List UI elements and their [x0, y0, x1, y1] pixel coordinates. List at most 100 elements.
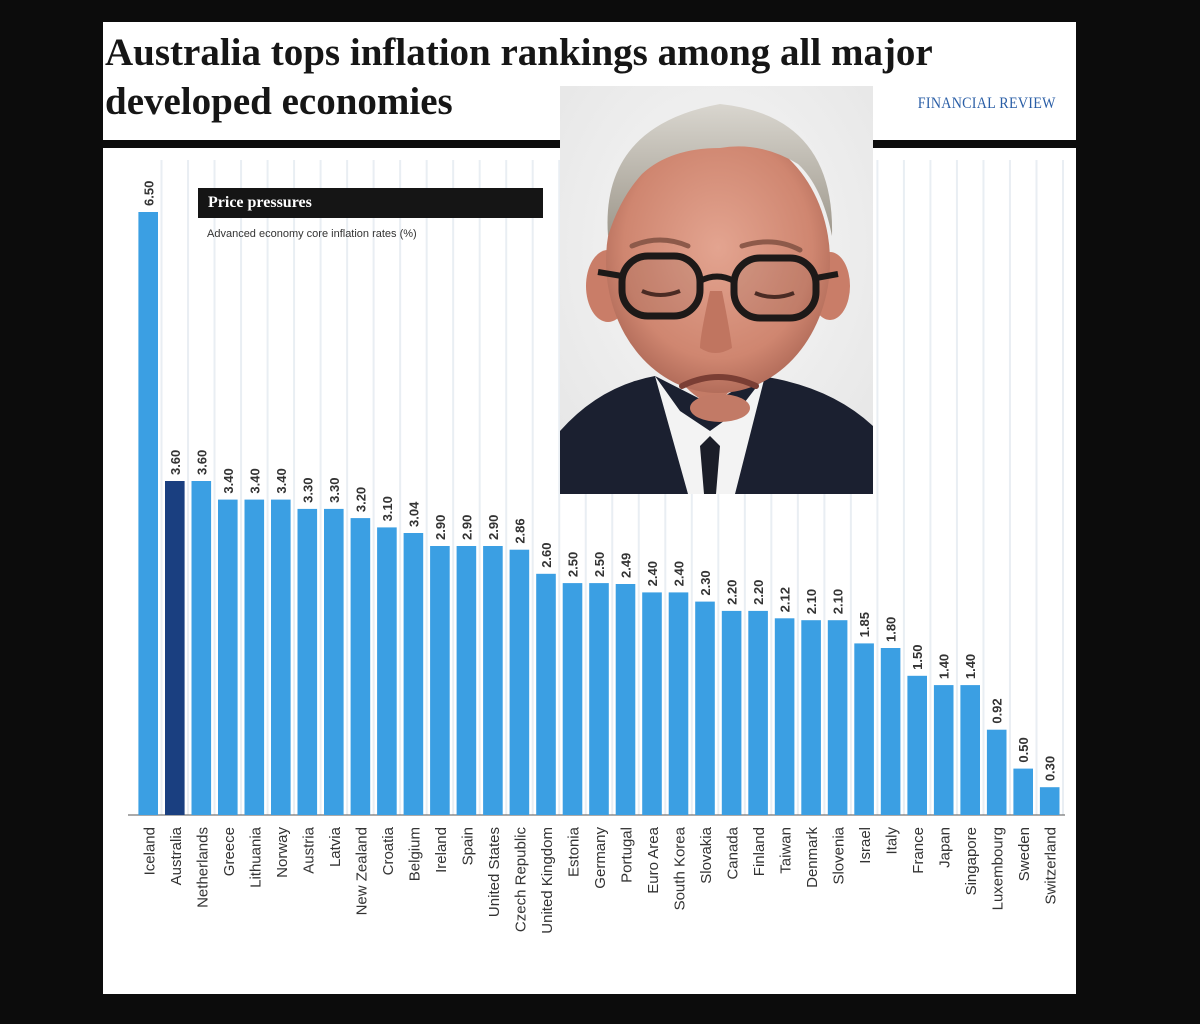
- bar-estonia: [562, 583, 583, 815]
- value-label: 2.12: [778, 587, 793, 612]
- bar-israel: [854, 643, 874, 815]
- bar-euro-area: [642, 592, 662, 815]
- category-label: Australia: [168, 826, 185, 885]
- category-label: Belgium: [406, 827, 423, 881]
- category-label: Finland: [751, 827, 768, 876]
- category-label: Italy: [884, 827, 901, 855]
- bar-united-kingdom: [536, 573, 556, 815]
- bar-portugal: [615, 584, 636, 815]
- bar-france: [907, 675, 927, 815]
- value-label: 3.20: [353, 487, 368, 512]
- bar-belgium: [403, 533, 424, 815]
- photo-of-man: [560, 86, 873, 494]
- category-label: Denmark: [804, 827, 821, 888]
- value-label: 3.30: [327, 478, 342, 503]
- bar-australia: [165, 481, 185, 815]
- bar-austria: [297, 508, 318, 815]
- category-labels: Iceland Australia Netherlands Greece Lithuan…: [141, 826, 1059, 933]
- bar-norway: [271, 499, 291, 815]
- category-label: South Korea: [672, 826, 689, 910]
- value-label: 3.60: [168, 450, 183, 475]
- value-labels: 6.50 3.60 3.60 3.40 3.40 3.40 3.30 3.30 3.20 3.10…: [141, 181, 1057, 781]
- value-label: 1.85: [857, 612, 872, 637]
- category-label: France: [910, 827, 927, 874]
- category-label: Norway: [274, 827, 291, 878]
- category-label: Latvia: [327, 826, 344, 867]
- category-label: Ireland: [433, 827, 450, 873]
- headline: Australia tops inflation rankings among …: [105, 31, 933, 123]
- bar-sweden: [1013, 768, 1033, 815]
- value-label: 1.50: [910, 645, 925, 670]
- category-label: Netherlands: [194, 827, 211, 908]
- bar-germany: [589, 583, 609, 815]
- bar-spain: [456, 546, 477, 815]
- value-label: 3.40: [247, 468, 262, 493]
- bars: [138, 212, 1060, 815]
- category-label: Estonia: [565, 826, 582, 877]
- category-label: Greece: [221, 827, 238, 876]
- chart-subtitle: Advanced economy core inflation rates (%…: [207, 228, 417, 240]
- value-label: 3.10: [380, 496, 395, 521]
- value-label: 2.50: [565, 552, 580, 577]
- bar-singapore: [960, 685, 980, 815]
- value-label: 2.90: [459, 515, 474, 540]
- category-label: Sweden: [1016, 827, 1033, 881]
- category-label: Austria: [300, 826, 317, 873]
- bar-slovenia: [827, 620, 848, 815]
- category-label: Japan: [937, 827, 954, 868]
- bar-switzerland: [1039, 787, 1060, 815]
- value-label: 2.10: [804, 589, 819, 614]
- category-label: Taiwan: [778, 827, 795, 874]
- bar-greece: [218, 499, 238, 815]
- category-label: Euro Area: [645, 826, 662, 893]
- value-label: 0.92: [990, 698, 1005, 723]
- value-label: 2.10: [831, 589, 846, 614]
- bar-ireland: [430, 546, 450, 815]
- bar-lithuania: [244, 499, 265, 815]
- category-label: Iceland: [141, 827, 158, 875]
- value-label: 0.50: [1016, 737, 1031, 762]
- value-label: 2.90: [486, 515, 501, 540]
- bar-latvia: [324, 508, 344, 815]
- category-label: Spain: [459, 827, 476, 865]
- chart-title-box: Price pressures: [198, 188, 543, 218]
- value-label: 1.40: [963, 654, 978, 679]
- bar-new-zealand: [350, 518, 371, 815]
- category-label: Germany: [592, 827, 609, 889]
- value-label: 2.86: [512, 518, 527, 543]
- bar-united-states: [483, 546, 503, 815]
- value-label: 3.30: [300, 478, 315, 503]
- bar-iceland: [138, 212, 158, 815]
- bar-slovakia: [695, 601, 715, 815]
- value-label: 1.40: [937, 654, 952, 679]
- category-label: Portugal: [619, 827, 636, 883]
- bar-luxembourg: [986, 729, 1007, 815]
- bar-czech-republic: [509, 549, 530, 815]
- publisher-logo: FINANCIAL REVIEW: [918, 95, 1056, 112]
- bar-netherlands: [191, 481, 212, 815]
- value-label: 2.20: [751, 580, 766, 605]
- category-label: Slovakia: [698, 826, 715, 883]
- category-label: Czech Republic: [512, 827, 529, 933]
- category-label: Luxembourg: [990, 827, 1007, 910]
- bar-taiwan: [774, 618, 795, 815]
- value-label: 3.04: [406, 501, 421, 527]
- value-label: 3.40: [221, 468, 236, 493]
- bar-denmark: [801, 620, 821, 815]
- value-label: 3.60: [194, 450, 209, 475]
- bar-italy: [880, 648, 901, 815]
- category-label: Lithuania: [247, 826, 264, 888]
- bar-finland: [748, 610, 768, 815]
- value-label: 3.40: [274, 468, 289, 493]
- value-label: 6.50: [141, 181, 156, 206]
- category-label: United States: [486, 827, 503, 917]
- bar-canada: [721, 610, 742, 815]
- value-label: 2.40: [645, 561, 660, 586]
- chart-title: Price pressures: [208, 194, 312, 211]
- category-label: Canada: [725, 826, 742, 879]
- value-label: 2.49: [619, 553, 634, 578]
- value-label: 2.30: [698, 570, 713, 595]
- bar-croatia: [377, 527, 397, 815]
- value-label: 0.30: [1043, 756, 1058, 781]
- category-label: Croatia: [380, 826, 397, 875]
